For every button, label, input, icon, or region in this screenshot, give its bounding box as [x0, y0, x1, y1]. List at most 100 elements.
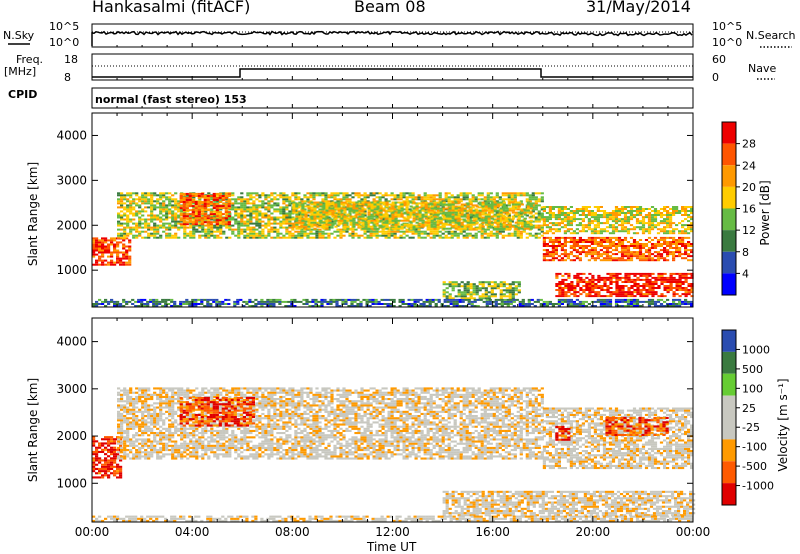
echo-cell: [107, 303, 111, 305]
echo-cell: [264, 198, 268, 201]
echo-cell: [417, 234, 421, 237]
echo-cell: [587, 239, 591, 241]
echo-cell: [614, 259, 619, 262]
echo-cell: [635, 243, 640, 245]
echo-cell: [650, 214, 655, 216]
echo-cell: [445, 219, 449, 222]
echo-cell: [95, 247, 99, 250]
echo-cell: [451, 289, 455, 292]
echo-cell: [463, 297, 467, 300]
echo-cell: [483, 212, 487, 215]
echo-cell: [566, 216, 570, 219]
echo-cell: [456, 232, 460, 235]
echo-cell: [367, 221, 371, 224]
echo-cell: [113, 245, 117, 248]
echo-cell: [297, 210, 301, 213]
echo-cell: [285, 226, 289, 229]
echo-cell: [687, 214, 691, 216]
echo-cell: [300, 224, 304, 227]
echo-cell: [186, 218, 190, 221]
echo-cell: [417, 194, 421, 197]
echo-cell: [315, 236, 319, 239]
echo-cell: [617, 230, 622, 233]
echo-cell: [585, 293, 589, 296]
echo-cell: [128, 245, 132, 248]
echo-cell: [203, 217, 207, 220]
echo-cell: [475, 291, 479, 294]
echo-cell: [575, 218, 579, 221]
echo-cell: [472, 209, 476, 212]
echo-cell: [113, 247, 117, 250]
echo-cell: [644, 255, 649, 258]
echo-cell: [469, 219, 473, 222]
echo-cell: [234, 206, 238, 209]
echo-cell: [451, 287, 455, 290]
echo-cell: [469, 203, 473, 206]
echo-cell: [349, 201, 353, 204]
echo-cell: [471, 198, 475, 201]
echo-cell: [200, 192, 204, 195]
echo-cell: [514, 205, 518, 208]
echo-cell: [384, 230, 388, 233]
echo-cell: [684, 236, 688, 239]
echo-cell: [469, 227, 473, 230]
echo-cell: [656, 259, 661, 262]
echo-cell: [358, 203, 362, 206]
echo-cell: [285, 230, 289, 233]
echo-cell: [352, 205, 356, 208]
echo-cell: [690, 206, 694, 208]
echo-cell: [210, 226, 214, 229]
echo-cell: [534, 220, 538, 223]
echo-cell: [370, 215, 374, 218]
echo-cell: [345, 224, 349, 227]
echo-cell: [579, 289, 583, 291]
echo-cell: [126, 224, 130, 227]
nsky-label: N.Sky: [3, 29, 35, 42]
echo-cell: [197, 192, 201, 195]
echo-cell: [581, 208, 585, 210]
echo-cell: [152, 300, 156, 303]
echo-cell: [215, 215, 219, 218]
echo-cell: [483, 232, 487, 235]
echo-cell: [587, 253, 591, 256]
echo-cell: [384, 232, 388, 235]
echo-cell: [147, 234, 151, 237]
echo-cell: [143, 305, 147, 307]
echo-cell: [573, 287, 577, 289]
echo-cell: [388, 219, 392, 222]
echo-cell: [484, 295, 488, 298]
echo-cell: [593, 241, 597, 243]
echo-cell: [255, 228, 259, 231]
echo-cell: [191, 215, 195, 218]
echo-cell: [548, 222, 552, 225]
echo-cell: [659, 222, 664, 225]
echo-cell: [505, 209, 509, 212]
echo-cell: [486, 232, 490, 235]
echo-cell: [460, 223, 464, 226]
echo-cell: [216, 216, 220, 219]
echo-cell: [192, 196, 196, 199]
echo-cell: [123, 212, 127, 215]
echo-cell: [216, 226, 220, 229]
echo-cell: [587, 245, 591, 247]
echo-cell: [614, 245, 619, 247]
echo-cell: [563, 216, 567, 219]
echo-cell: [666, 216, 670, 219]
echo-cell: [421, 215, 425, 218]
echo-cell: [132, 206, 136, 209]
echo-cell: [596, 224, 600, 227]
echo-cell: [588, 281, 592, 283]
echo-cell: [177, 204, 181, 207]
echo-cell: [573, 291, 577, 294]
echo-cell: [493, 287, 497, 290]
echo-cell: [525, 198, 529, 201]
echo-cell: [384, 236, 388, 239]
echo-cell: [656, 214, 661, 216]
echo-cell: [498, 196, 502, 199]
echo-cell: [294, 236, 298, 239]
echo-cell: [469, 209, 473, 212]
echo-cell: [508, 223, 512, 226]
echo-cell: [415, 215, 419, 218]
echo-cell: [376, 227, 380, 230]
echo-cell: [584, 247, 588, 249]
